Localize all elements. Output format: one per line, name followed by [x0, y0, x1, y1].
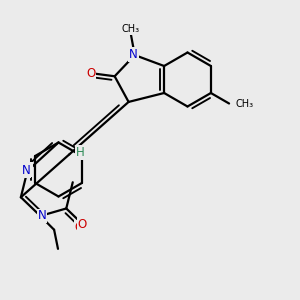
Text: N: N: [38, 209, 46, 223]
Text: O: O: [75, 220, 84, 234]
Text: N: N: [23, 163, 32, 176]
Text: CH₃: CH₃: [122, 24, 140, 34]
Text: CH₃: CH₃: [235, 98, 253, 109]
Text: N: N: [22, 164, 30, 177]
Text: N: N: [129, 48, 138, 61]
Text: O: O: [86, 67, 95, 80]
Text: H: H: [76, 146, 85, 159]
Text: O: O: [78, 218, 87, 231]
Text: N: N: [38, 209, 46, 223]
